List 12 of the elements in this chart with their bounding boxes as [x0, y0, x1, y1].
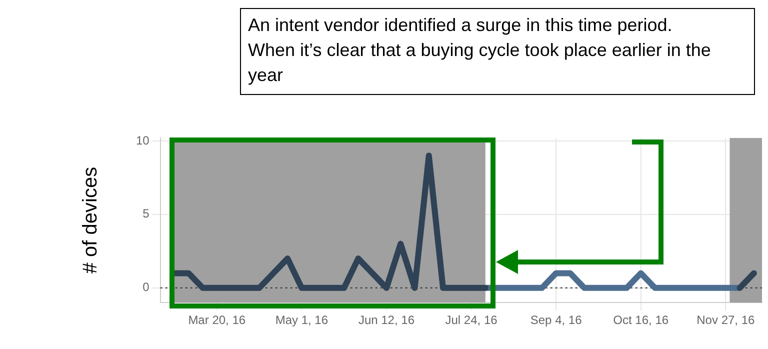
y-tick-label: 0 [142, 280, 150, 294]
x-tick-label: Nov 27, 16 [696, 313, 755, 328]
text: An intent vendor identified a surge in this time period. When it’s clear that a buying cycle took place earlier in the year [240, 8, 755, 95]
x-tick-label: Jul 24, 16 [445, 313, 498, 328]
y-tick-label: 10 [136, 133, 150, 148]
x-tick-label: Sep 4, 16 [530, 313, 582, 328]
x-tick-label: Jun 12, 16 [358, 313, 415, 328]
x-tick-label: May 1, 16 [275, 313, 328, 328]
y-tick-label: 5 [142, 206, 150, 221]
y-axis-title: # of devices [80, 166, 102, 274]
x-tick-label: Mar 20, 16 [188, 313, 246, 328]
x-tick-label: Oct 16, 16 [613, 313, 669, 328]
